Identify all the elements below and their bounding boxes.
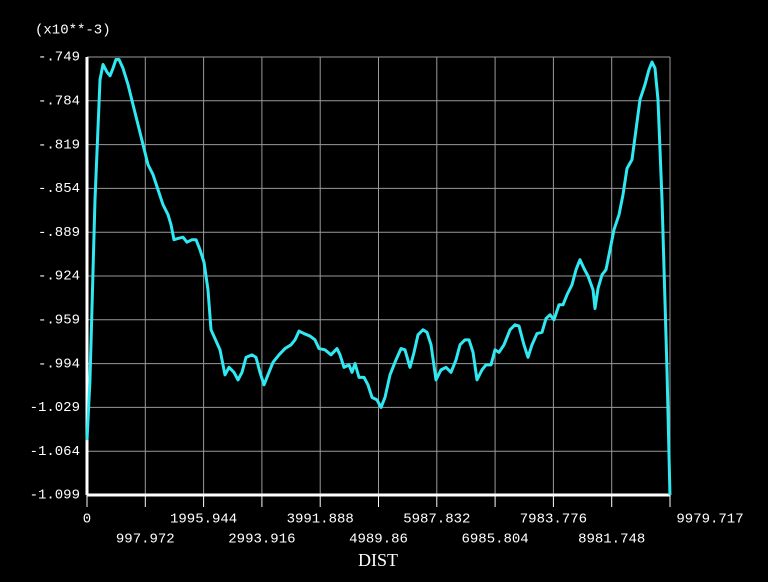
x-tick-label: 2993.916 [228,532,295,548]
y-tick-label: -1.099 [30,488,80,504]
x-tick-label: 997.972 [116,532,175,548]
x-axis-label: DIST [358,550,398,570]
x-tick-label: 8981.748 [578,532,645,548]
x-tick-label: 6985.804 [461,532,528,548]
x-tick-label: 7983.776 [520,512,587,528]
y-tick-label: -.854 [38,181,80,197]
y-tick-label: -1.064 [30,444,80,460]
y-multiplier: (x10**-3) [35,23,111,39]
y-tick-label: -.924 [38,269,80,285]
x-tick-label: 0 [83,512,91,528]
y-tick-label: -.994 [38,356,80,372]
x-tick-label: 4989.86 [349,532,408,548]
x-tick-label: 9979.717 [676,512,743,528]
y-tick-label: -.889 [38,225,80,241]
y-tick-label: -.749 [38,50,80,66]
y-tick-label: -.784 [38,94,80,110]
y-tick-label: -.819 [38,137,80,153]
y-tick-label: -.959 [38,313,80,329]
x-tick-label: 1995.944 [170,512,237,528]
y-tick-label: -1.029 [30,400,80,416]
x-tick-label: 3991.888 [287,512,354,528]
data-line [85,58,672,496]
x-tick-label: 5987.832 [403,512,470,528]
